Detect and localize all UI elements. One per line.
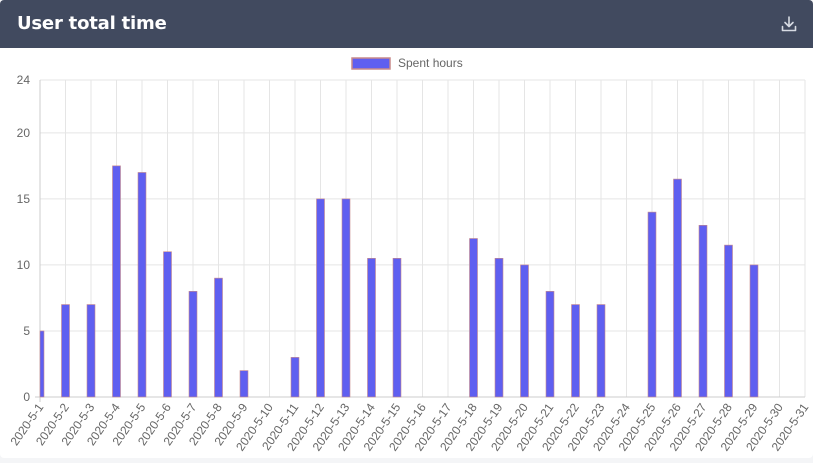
bar-2020-5-11 xyxy=(290,357,300,398)
download-icon xyxy=(781,16,797,32)
bar-2020-5-20 xyxy=(520,264,529,398)
legend-swatch xyxy=(351,57,391,70)
bar-2020-5-6 xyxy=(163,251,172,398)
bar-2020-5-4 xyxy=(112,165,121,398)
bar-2020-5-15 xyxy=(392,258,402,398)
chart-legend[interactable]: Spent hours xyxy=(351,56,463,70)
bar-2020-5-9 xyxy=(239,370,249,398)
bar-2020-5-29 xyxy=(749,264,759,398)
chart-grid xyxy=(35,79,806,402)
bar-2020-5-5 xyxy=(137,172,147,398)
bar-2020-5-27 xyxy=(698,224,708,398)
bar-chart: Spent hours 0 5 10 15 20 24 2020-5-12020-5-22… xyxy=(7,56,811,454)
legend-label: Spent hours xyxy=(398,56,463,70)
bar-2020-5-7 xyxy=(188,291,198,398)
bar-2020-5-23 xyxy=(596,304,606,398)
y-axis-ticks: 0 5 10 15 20 24 xyxy=(17,73,31,404)
download-button[interactable] xyxy=(779,14,799,34)
bar-2020-5-19 xyxy=(494,258,504,398)
bar-2020-5-14 xyxy=(367,258,376,398)
bar-2020-5-12 xyxy=(316,198,325,398)
bar-2020-5-2 xyxy=(61,304,70,398)
bar-2020-5-13 xyxy=(341,198,351,398)
card-title: User total time xyxy=(17,13,167,34)
bar-2020-5-21 xyxy=(545,291,555,398)
bar-2020-5-18 xyxy=(469,238,478,398)
bar-2020-5-25 xyxy=(647,211,657,398)
bar-2020-5-3 xyxy=(86,304,96,398)
bar-2020-5-8 xyxy=(214,277,223,398)
y-tick-label: 5 xyxy=(23,324,30,338)
card-header: User total time xyxy=(0,0,813,48)
x-axis-ticks: 2020-5-12020-5-22020-5-32020-5-42020-5-5… xyxy=(7,400,811,453)
bar-2020-5-22 xyxy=(571,304,580,398)
bar-2020-5-1 xyxy=(39,330,45,398)
y-tick-label: 24 xyxy=(17,73,31,87)
bar-2020-5-26 xyxy=(673,178,682,398)
y-tick-label: 15 xyxy=(17,192,31,206)
y-tick-label: 20 xyxy=(17,126,31,140)
y-tick-label: 10 xyxy=(17,258,31,272)
y-tick-label: 0 xyxy=(23,390,30,404)
bar-2020-5-28 xyxy=(724,244,733,398)
chart-bars xyxy=(39,165,759,398)
